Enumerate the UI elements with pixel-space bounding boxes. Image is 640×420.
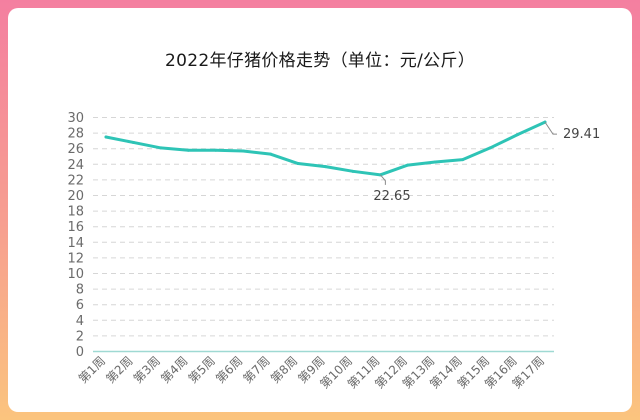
data-point: [406, 163, 410, 167]
y-tick-label: 12: [67, 251, 84, 266]
y-tick-label: 14: [67, 236, 84, 251]
y-tick-label: 0: [76, 345, 84, 360]
y-tick-label: 6: [76, 298, 84, 313]
chart-card: 2022年仔猪价格走势（单位：元/公斤）: [8, 8, 632, 412]
data-point: [516, 133, 520, 137]
data-point: [186, 148, 190, 152]
chart-title: 2022年仔猪价格走势（单位：元/公斤）: [165, 51, 475, 71]
data-point: [214, 148, 218, 152]
data-point: [324, 165, 327, 169]
x-tick-label: 第4周: [158, 354, 190, 386]
y-tick-label: 10: [67, 267, 84, 282]
label-leader-line: [544, 121, 557, 135]
x-tick-label: 第8周: [268, 354, 300, 386]
data-point: [461, 158, 465, 162]
y-tick-label: 16: [67, 220, 84, 235]
data-point: [104, 135, 108, 139]
label-leader-line: [379, 174, 386, 185]
data-label: 29.41: [563, 127, 600, 142]
data-point: [269, 152, 273, 156]
y-tick-label: 30: [67, 111, 84, 126]
y-tick-label: 24: [67, 158, 84, 173]
x-tick-label: 第5周: [186, 354, 218, 386]
y-tick-label: 8: [76, 283, 84, 298]
x-tick-label: 第2周: [103, 354, 135, 386]
data-point: [488, 146, 492, 150]
y-tick-label: 28: [67, 127, 84, 142]
y-tick-label: 20: [67, 189, 84, 204]
x-tick-label: 第6周: [213, 354, 245, 386]
data-point: [351, 169, 355, 173]
y-tick-label: 26: [67, 142, 84, 157]
data-point: [296, 162, 300, 166]
data-point: [433, 160, 437, 164]
y-tick-label: 22: [67, 173, 84, 188]
data-point: [159, 146, 163, 150]
data-label: 22.65: [373, 189, 410, 204]
y-tick-label: 2: [76, 329, 84, 344]
x-tick-label: 第3周: [131, 354, 163, 386]
y-tick-label: 4: [76, 314, 84, 329]
x-tick-label: 第7周: [240, 354, 272, 386]
data-point: [131, 140, 135, 144]
data-point: [241, 149, 245, 153]
y-tick-label: 18: [67, 205, 84, 220]
